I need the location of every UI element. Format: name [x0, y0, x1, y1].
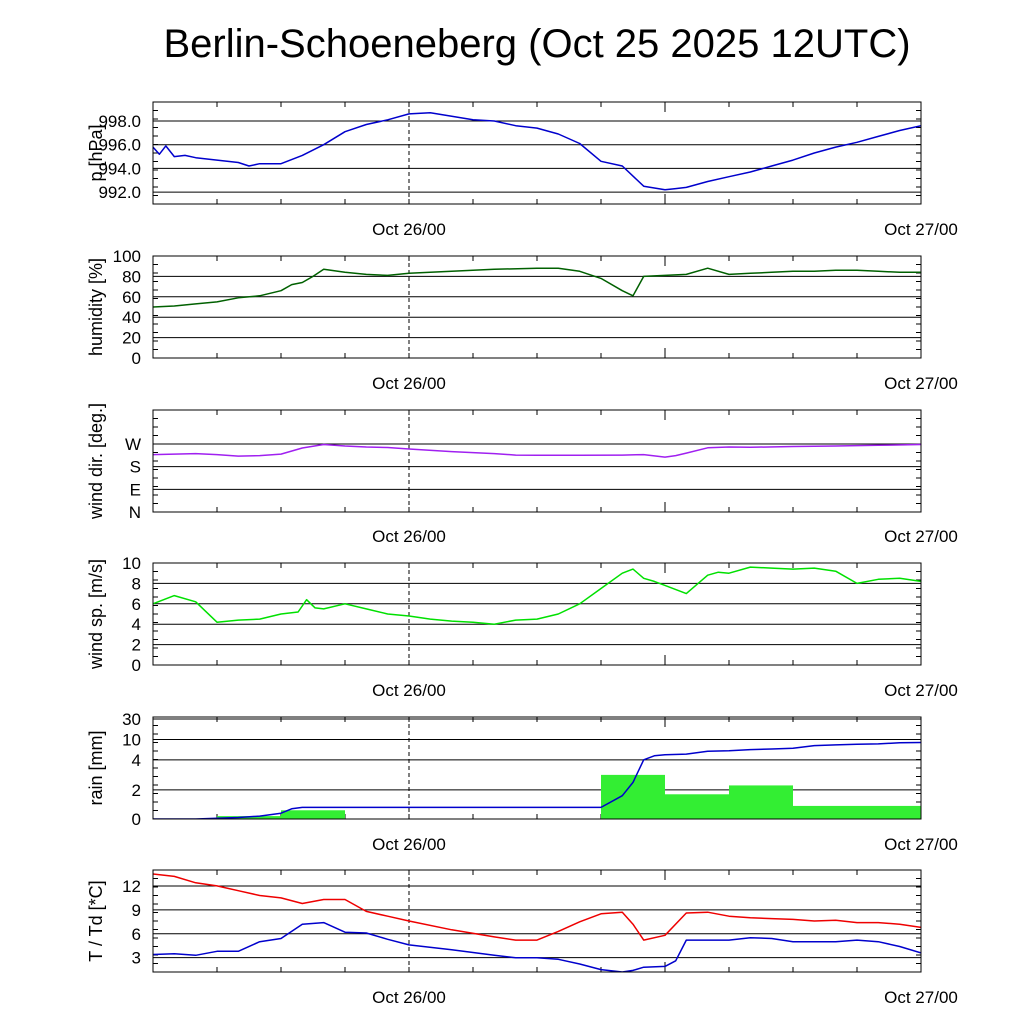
y-tick-label: 12	[122, 877, 141, 896]
y-axis-label: rain [mm]	[86, 730, 106, 805]
y-tick-label: 40	[122, 308, 141, 327]
y-tick-label: 20	[122, 329, 141, 348]
y-tick-label: 60	[122, 288, 141, 307]
y-axis-label: humidity [%]	[86, 258, 106, 356]
y-axis-label: p [hPa]	[86, 124, 106, 181]
y-tick-label: 0	[132, 810, 141, 829]
series-line-wind-speed	[153, 566, 921, 625]
y-tick-label: 2	[132, 636, 141, 655]
panel-1: 992.0 994.0 996.0 998.0p [hPa] Oct 26/00 Oct …	[86, 101, 958, 239]
y-tick-label: S	[130, 458, 141, 477]
rain-bar	[665, 794, 729, 819]
y-tick-label: 0	[132, 656, 141, 675]
rain-bar	[729, 785, 793, 819]
y-tick-label: 10	[122, 554, 141, 573]
x-tick-label: Oct 27/00	[884, 374, 958, 393]
x-tick-label: Oct 26/00	[372, 835, 446, 854]
y-tick-label: 2	[132, 781, 141, 800]
series-line-pressure	[153, 111, 921, 191]
x-tick-label: Oct 27/00	[884, 835, 958, 854]
y-tick-label: 8	[132, 574, 141, 593]
y-tick-label: W	[125, 435, 141, 454]
x-tick-label: Oct 26/00	[372, 681, 446, 700]
rain-bar	[793, 805, 857, 819]
plot-frame	[152, 101, 922, 205]
y-tick-label: 6	[132, 925, 141, 944]
y-tick-label: 100	[113, 247, 141, 266]
plot-frame	[152, 255, 922, 359]
rain-bar	[281, 810, 345, 819]
y-axis-label: wind dir. [deg.]	[86, 403, 106, 520]
plot-frame	[152, 716, 922, 820]
y-tick-label: 4	[132, 615, 141, 634]
y-tick-label: 3	[132, 949, 141, 968]
x-tick-label: Oct 26/00	[372, 374, 446, 393]
series-line-wind-direction	[153, 443, 921, 458]
y-tick-label: N	[129, 503, 141, 522]
y-axis-label: wind sp. [m/s]	[86, 559, 106, 670]
y-tick-label: 9	[132, 901, 141, 920]
panel-4: 02 46 810 wind sp. [m/s] Oct 26/00 Oct 27/00	[86, 554, 958, 700]
y-tick-label: E	[130, 480, 141, 499]
panel-6: 3 6 9 12 T / Td [*C] Oct 26/00 Oct 27/00	[86, 869, 958, 1007]
x-tick-label: Oct 27/00	[884, 220, 958, 239]
x-tick-label: Oct 26/00	[372, 220, 446, 239]
y-tick-label: 80	[122, 267, 141, 286]
plot-frame	[152, 869, 922, 973]
y-tick-label: 998.0	[98, 112, 141, 131]
chart-title: Berlin-Schoeneberg (Oct 25 2025 12UTC)	[163, 22, 911, 66]
x-tick-label: Oct 27/00	[884, 527, 958, 546]
plot-frame	[152, 409, 922, 513]
y-tick-label: 30	[122, 710, 141, 729]
series-line-td	[153, 921, 921, 972]
y-tick-label: 6	[132, 595, 141, 614]
y-tick-label: 4	[132, 751, 141, 770]
series-line-humidity	[153, 267, 921, 308]
series-line-accumulated-precipitation	[153, 741, 921, 819]
series-line-t	[153, 873, 921, 941]
y-tick-label: 992.0	[98, 183, 141, 202]
y-tick-label: 10	[122, 730, 141, 749]
plot-frame	[152, 562, 922, 666]
y-tick-label: 996.0	[98, 136, 141, 155]
x-tick-label: Oct 27/00	[884, 988, 958, 1007]
y-axis-label: T / Td [*C]	[86, 880, 106, 961]
y-tick-label: 994.0	[98, 159, 141, 178]
x-tick-label: Oct 27/00	[884, 681, 958, 700]
rain-bar	[857, 805, 921, 819]
x-tick-label: Oct 26/00	[372, 988, 446, 1007]
x-tick-label: Oct 26/00	[372, 527, 446, 546]
y-tick-label: 0	[132, 349, 141, 368]
